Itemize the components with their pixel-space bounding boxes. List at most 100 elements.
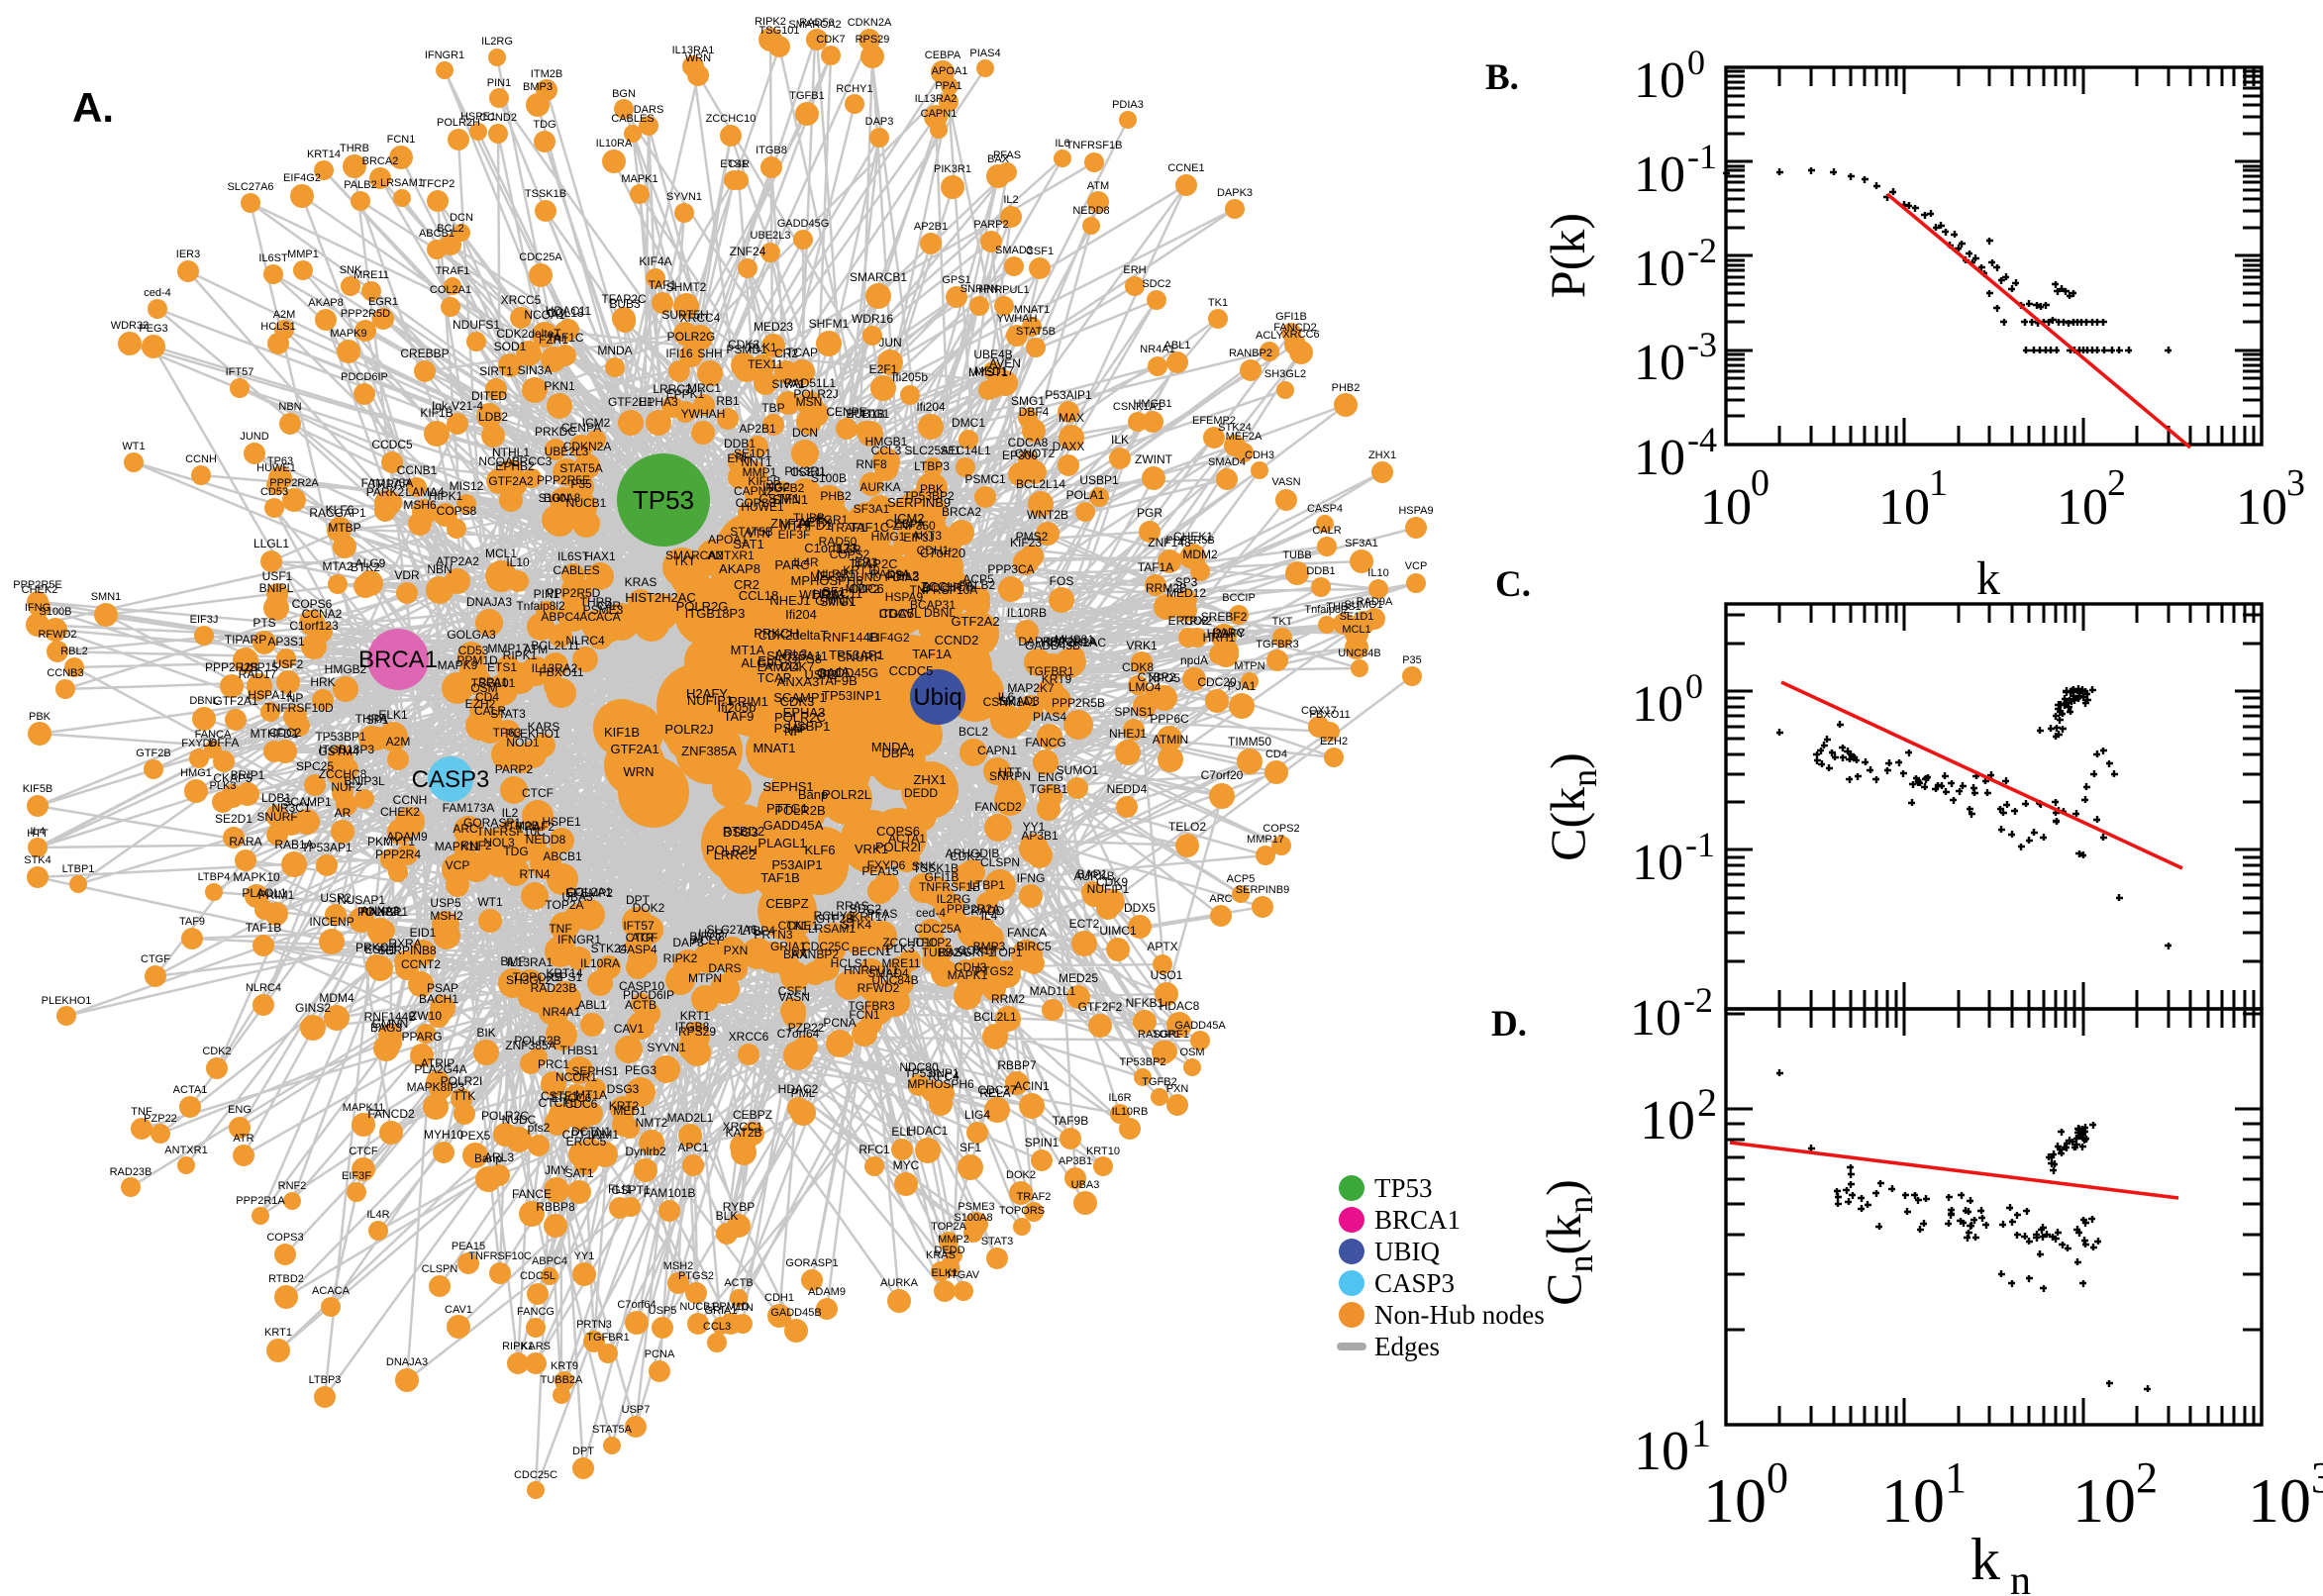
svg-text:CAV1: CAV1 [445,1304,472,1316]
svg-text:BTK2: BTK2 [351,560,380,574]
svg-text:TGFBR3: TGFBR3 [1256,639,1298,650]
svg-text:PGR: PGR [1137,506,1162,520]
svg-text:TSG101: TSG101 [471,676,516,690]
svg-text:TRAF2: TRAF2 [517,820,555,834]
svg-text:WT1: WT1 [122,441,145,452]
svg-text:SMN1: SMN1 [772,492,808,507]
svg-text:RRM2B: RRM2B [1146,581,1187,595]
svg-text:BLK: BLK [716,1209,739,1223]
svg-text:TIMM50: TIMM50 [1228,735,1271,748]
svg-text:NDUFS1: NDUFS1 [453,318,500,332]
svg-text:USP2: USP2 [320,891,352,905]
svg-text:TAF9B: TAF9B [1053,1114,1088,1128]
svg-text:CALR: CALR [1312,525,1341,537]
svg-text:RXRA: RXRA [388,937,421,950]
svg-text:HNRPUL1: HNRPUL1 [978,284,1029,296]
svg-text:TGFB1: TGFB1 [1030,782,1068,796]
svg-text:PALB2: PALB2 [344,179,376,191]
svg-text:CHEK1: CHEK1 [1173,530,1213,544]
svg-text:CEBPA: CEBPA [925,50,961,61]
svg-text:ACP5: ACP5 [962,572,994,586]
svg-text:KRT14: KRT14 [546,966,582,980]
svg-text:TAF9: TAF9 [179,916,205,928]
svg-text:NNT1: NNT1 [741,455,772,469]
svg-text:RAD51L1: RAD51L1 [784,376,836,390]
svg-text:AURKA: AURKA [880,1277,919,1289]
svg-text:ING2: ING2 [762,480,790,494]
svg-text:SMARCB1: SMARCB1 [850,270,907,284]
svg-text:Ifi205b: Ifi205b [717,700,756,715]
svg-text:AURKA: AURKA [859,480,900,494]
svg-text:BIRC8: BIRC8 [689,930,725,944]
svg-text:TDG: TDG [533,119,556,131]
svg-text:PDCD6IP: PDCD6IP [341,371,388,383]
svg-text:MPHOSPH6: MPHOSPH6 [791,573,863,588]
svg-text:SUMO1: SUMO1 [1344,599,1382,611]
svg-text:DPT: DPT [572,1446,594,1457]
svg-text:PPP2R4: PPP2R4 [375,848,421,861]
svg-text:SNURF: SNURF [838,649,882,664]
svg-text:-1: -1 [1687,137,1717,176]
svg-text:VTN: VTN [732,1302,754,1314]
svg-text:CDK3: CDK3 [780,694,815,709]
svg-text:BCCIP: BCCIP [922,580,961,595]
svg-text:BCAP31: BCAP31 [910,598,956,612]
svg-text:TELO2: TELO2 [1168,820,1206,834]
svg-text:GADD45A: GADD45A [763,818,824,833]
svg-text:DPT: DPT [626,893,651,907]
svg-text:COPS8: COPS8 [437,504,477,518]
svg-text:ELL: ELL [891,1125,913,1139]
svg-text:RIPK2: RIPK2 [663,951,698,965]
svg-text:SMAD3: SMAD3 [998,694,1040,708]
svg-text:FANCD2: FANCD2 [367,1107,415,1121]
svg-text:IL6: IL6 [998,690,1015,704]
svg-text:SE1D1: SE1D1 [1340,611,1374,623]
svg-text:Edges: Edges [1374,1332,1440,1361]
svg-text:UBA3: UBA3 [1071,1179,1100,1191]
svg-text:EGR1: EGR1 [368,296,398,308]
svg-text:PPP2R1A: PPP2R1A [1043,635,1096,648]
svg-text:TGFB2: TGFB2 [766,481,805,495]
svg-text:PPP2R5D: PPP2R5D [341,308,390,320]
svg-text:H2AFY: H2AFY [686,686,728,701]
svg-text:RANBP2: RANBP2 [791,948,839,961]
svg-text:BAP1: BAP1 [1077,867,1108,881]
svg-text:HCLS1: HCLS1 [260,321,295,333]
svg-text:SE1D1: SE1D1 [734,447,771,460]
svg-text:SF1: SF1 [822,584,846,599]
svg-text:ERCC3: ERCC3 [512,454,553,468]
svg-text:CDC2: CDC2 [269,726,302,740]
svg-text:RIPK1: RIPK1 [502,1341,534,1352]
svg-text:IL6ST: IL6ST [258,252,288,264]
svg-text:n: n [2010,1558,2031,1596]
svg-text:LRSAM1: LRSAM1 [380,177,424,189]
svg-text:RB1: RB1 [716,394,740,408]
svg-text:UNC84B: UNC84B [1338,648,1380,659]
svg-text:PPP2R2B: PPP2R2B [205,660,258,674]
svg-text:HDAC11: HDAC11 [813,586,862,601]
svg-text:MMP2: MMP2 [938,1234,969,1246]
svg-text:SIN3A: SIN3A [518,363,553,377]
svg-text:RANBP1: RANBP1 [360,905,408,919]
svg-text:HMG1: HMG1 [871,530,906,544]
svg-text:VDR: VDR [394,568,420,582]
svg-text:TFAP2C: TFAP2C [601,292,647,306]
svg-text:KRT9: KRT9 [1042,672,1072,686]
svg-text:IL13RA1: IL13RA1 [672,45,715,56]
svg-text:USP5: USP5 [649,1305,677,1317]
svg-text:MDM4: MDM4 [319,991,354,1005]
svg-text:SLC25A11: SLC25A11 [766,648,828,663]
svg-text:PPP2R5E: PPP2R5E [13,579,62,591]
svg-text:NUSAP1: NUSAP1 [338,893,385,907]
svg-text:SAT1: SAT1 [733,537,764,551]
svg-text:NMT2: NMT2 [636,1116,668,1130]
svg-text:MNAT1: MNAT1 [753,741,795,755]
svg-text:POLR2I: POLR2I [441,1074,483,1088]
svg-text:IL4R: IL4R [366,1209,389,1221]
svg-text:PIAS4: PIAS4 [969,48,1000,59]
svg-text:TP53: TP53 [1374,1173,1433,1203]
svg-text:ABPC4: ABPC4 [532,1255,567,1267]
svg-text:COX17: COX17 [958,944,997,957]
svg-text:ATM: ATM [524,643,548,656]
svg-text:POLR2L: POLR2L [357,905,403,919]
